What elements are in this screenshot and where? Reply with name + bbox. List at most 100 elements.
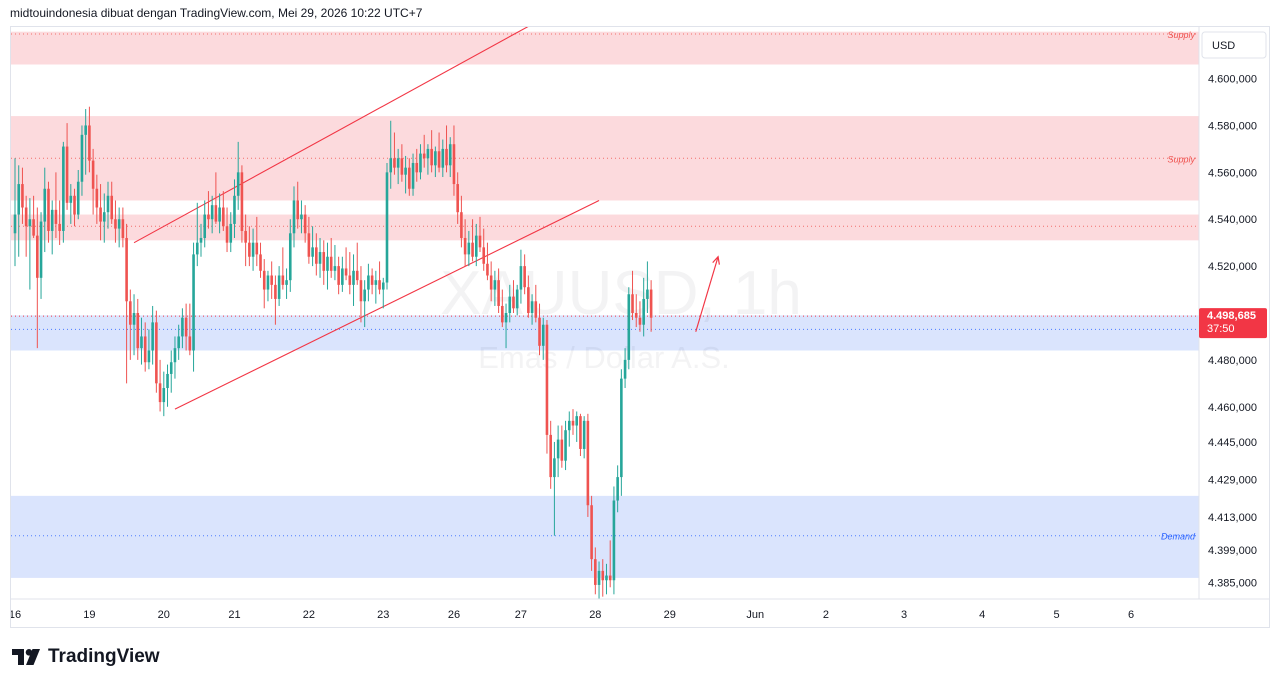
candle bbox=[448, 137, 452, 178]
time-tick-label: 16 bbox=[11, 609, 21, 621]
candle-body bbox=[13, 214, 17, 234]
candle-body bbox=[348, 275, 352, 285]
candle bbox=[344, 247, 348, 281]
candle-body bbox=[255, 242, 259, 255]
supply-zone bbox=[11, 214, 1199, 241]
candle-body bbox=[489, 275, 493, 290]
candle-body bbox=[486, 263, 489, 276]
candle-body bbox=[117, 219, 121, 229]
candle-body bbox=[359, 280, 363, 302]
candle-body bbox=[337, 266, 340, 285]
candle-body bbox=[501, 305, 504, 323]
demand-zone bbox=[11, 315, 1199, 351]
candle-body bbox=[73, 195, 76, 215]
candle-body bbox=[262, 270, 266, 290]
candle bbox=[597, 561, 601, 599]
candle bbox=[560, 425, 564, 468]
candle bbox=[582, 416, 586, 459]
candle-body bbox=[430, 148, 433, 166]
time-tick-label: 20 bbox=[158, 609, 170, 621]
price-chart[interactable]: Supply Supply Demand XAUUSD, 1h Emas / Dol… bbox=[11, 27, 1269, 627]
candle-body bbox=[582, 420, 586, 449]
candle bbox=[21, 167, 24, 224]
currency-selector[interactable]: USD bbox=[1201, 31, 1267, 59]
candle-body bbox=[110, 195, 114, 220]
candle-body bbox=[318, 252, 322, 264]
candle-body bbox=[47, 188, 50, 231]
candle bbox=[530, 294, 534, 325]
chart-attribution: midtouindonesia dibuat dengan TradingVie… bbox=[10, 6, 423, 20]
price-axis: 4.600,000 4.580,000 4.560,000 4.540,000 4.52… bbox=[1208, 74, 1257, 590]
candle bbox=[225, 207, 229, 253]
candle bbox=[155, 310, 158, 393]
candle bbox=[80, 125, 84, 196]
time-tick-label: Jun bbox=[746, 609, 764, 621]
candle-body bbox=[601, 570, 605, 581]
candle bbox=[486, 242, 489, 281]
candle bbox=[277, 266, 281, 306]
candle bbox=[76, 170, 80, 220]
price-tick-label: 4.580,000 bbox=[1208, 120, 1257, 132]
candle-body bbox=[460, 212, 463, 238]
candle bbox=[91, 148, 95, 215]
candle bbox=[460, 195, 463, 248]
symbol-watermark: XAUUSD, 1h Emas / Dollar A.S. bbox=[440, 259, 802, 375]
candle bbox=[210, 195, 214, 234]
candle-body bbox=[132, 313, 136, 325]
candle-body bbox=[218, 207, 221, 222]
candle-body bbox=[586, 420, 590, 506]
candle-body bbox=[534, 301, 538, 318]
candle bbox=[292, 186, 296, 248]
candle-body bbox=[381, 282, 385, 290]
candle-body bbox=[251, 242, 255, 257]
candle-body bbox=[623, 359, 627, 379]
candle-body bbox=[452, 144, 456, 185]
candle bbox=[408, 158, 411, 196]
candle-body bbox=[91, 160, 95, 189]
candle bbox=[474, 223, 478, 267]
candle bbox=[195, 202, 199, 267]
candle-body bbox=[214, 205, 218, 222]
candle bbox=[173, 336, 177, 379]
time-tick-label: 3 bbox=[901, 609, 907, 621]
chart-frame[interactable]: Supply Supply Demand XAUUSD, 1h Emas / Dol… bbox=[10, 26, 1270, 628]
candle bbox=[177, 324, 180, 360]
candle-body bbox=[24, 207, 28, 227]
candle-body bbox=[136, 313, 140, 349]
candle bbox=[519, 249, 523, 304]
candle bbox=[504, 303, 508, 349]
candle bbox=[73, 188, 76, 227]
candle bbox=[646, 261, 649, 313]
candle bbox=[326, 242, 329, 290]
candle-body bbox=[248, 242, 251, 257]
candle bbox=[355, 242, 359, 285]
candle-body bbox=[374, 280, 378, 285]
candle bbox=[158, 359, 162, 412]
candle bbox=[396, 148, 400, 185]
candle-body bbox=[162, 388, 166, 403]
candle-body bbox=[370, 275, 374, 285]
candle bbox=[385, 162, 389, 290]
candle bbox=[545, 320, 549, 454]
candle bbox=[419, 144, 422, 180]
candle bbox=[605, 563, 608, 595]
candle bbox=[381, 277, 385, 309]
candle bbox=[162, 371, 166, 417]
currency-label: USD bbox=[1212, 40, 1235, 52]
candle bbox=[114, 200, 117, 243]
candle bbox=[426, 144, 430, 175]
candle bbox=[311, 226, 314, 267]
candle-body bbox=[125, 237, 128, 302]
candle-body bbox=[199, 237, 203, 243]
candle bbox=[296, 181, 300, 229]
candle bbox=[32, 195, 35, 238]
tradingview-logo[interactable]: TradingView bbox=[12, 646, 160, 668]
candle bbox=[549, 420, 552, 489]
candle bbox=[102, 193, 106, 243]
candle bbox=[274, 275, 277, 325]
candle bbox=[467, 230, 471, 267]
candle-body bbox=[102, 212, 106, 222]
candle bbox=[400, 144, 404, 182]
candle-body bbox=[393, 158, 396, 168]
candle bbox=[244, 214, 247, 267]
